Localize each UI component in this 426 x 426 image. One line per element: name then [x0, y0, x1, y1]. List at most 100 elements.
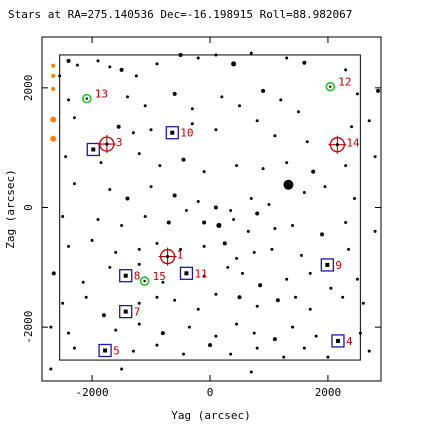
- offchip-mark: [51, 87, 56, 92]
- field-star: [116, 124, 121, 129]
- field-star: [220, 95, 224, 99]
- field-star: [72, 182, 76, 186]
- field-star: [296, 110, 300, 114]
- guide-star: [335, 143, 339, 147]
- field-star: [355, 92, 359, 96]
- acq-box: [179, 266, 194, 280]
- fid-light: [139, 276, 150, 286]
- field-star: [190, 107, 194, 111]
- field-star: [273, 226, 277, 230]
- field-star: [90, 238, 94, 242]
- star-id-label: 8: [134, 270, 141, 283]
- field-star: [137, 301, 141, 305]
- field-star: [173, 298, 177, 302]
- field-star: [49, 325, 53, 329]
- field-star: [84, 295, 88, 299]
- field-star: [350, 125, 354, 129]
- field-star: [202, 274, 206, 278]
- field-star: [282, 355, 286, 359]
- field-star: [67, 331, 71, 335]
- fid-lights: [82, 81, 336, 286]
- field-star: [125, 196, 130, 201]
- field-star: [149, 128, 153, 132]
- field-star: [75, 63, 79, 67]
- field-star: [373, 155, 377, 159]
- offchip-markers: [50, 63, 57, 142]
- field-star: [249, 197, 253, 201]
- field-star: [285, 161, 289, 165]
- field-star: [249, 370, 253, 374]
- field-star: [108, 265, 112, 269]
- field-star: [308, 271, 312, 275]
- field-star: [101, 313, 106, 318]
- field-star: [81, 280, 85, 284]
- x-tick-label: 0: [207, 386, 214, 399]
- field-star: [255, 119, 259, 123]
- field-star: [344, 220, 348, 224]
- acq-box: [165, 126, 179, 140]
- field-star: [196, 307, 200, 311]
- field-star: [172, 91, 177, 96]
- star-id-label: 10: [180, 127, 193, 140]
- guide-star: [105, 142, 109, 146]
- star-id-label: 5: [113, 344, 120, 357]
- field-star: [285, 56, 289, 60]
- star-id-label: 15: [153, 270, 166, 283]
- field-star: [137, 322, 141, 326]
- field-star: [229, 352, 233, 356]
- field-star: [255, 211, 260, 216]
- offchip-mark: [51, 63, 56, 68]
- field-star: [323, 185, 327, 189]
- field-star: [161, 280, 165, 284]
- field-star: [187, 325, 191, 329]
- fid-center: [143, 279, 146, 283]
- fid-center: [329, 85, 332, 88]
- field-star: [184, 208, 188, 212]
- field-star: [344, 68, 348, 72]
- x-tick-label: 2000: [315, 386, 342, 399]
- field-star: [213, 205, 218, 210]
- chart-title: Stars at RA=275.140536 Dec=-16.198915 Ro…: [8, 8, 352, 21]
- y-axis-label: Zag (arcsec): [4, 169, 17, 248]
- field-star: [238, 104, 242, 108]
- guide-star: [165, 254, 170, 259]
- field-star: [155, 295, 159, 299]
- field-star: [361, 301, 365, 305]
- field-star: [272, 337, 277, 342]
- field-star: [261, 88, 266, 93]
- field-star: [311, 169, 316, 174]
- field-star: [155, 241, 159, 245]
- field-star: [285, 277, 289, 281]
- y-tick-label: 0: [22, 204, 35, 211]
- field-star: [329, 286, 333, 290]
- field-star: [270, 247, 274, 251]
- field-star: [172, 193, 177, 198]
- axis-ticks: -2000 0 2000 -2000 0 2000: [22, 37, 381, 399]
- field-star: [67, 98, 71, 102]
- field-star: [49, 367, 53, 371]
- field-star: [355, 277, 359, 281]
- field-star: [158, 164, 162, 168]
- field-star: [131, 131, 135, 135]
- field-star: [229, 208, 233, 212]
- star-id-label: 7: [134, 306, 141, 319]
- field-star: [373, 229, 377, 233]
- offchip-mark: [51, 73, 56, 78]
- field-star: [202, 170, 206, 174]
- fid-light: [82, 93, 92, 104]
- field-star: [216, 222, 222, 228]
- star-id-label: 12: [338, 76, 351, 89]
- field-star: [119, 67, 124, 72]
- field-star: [66, 58, 71, 63]
- field-star: [196, 200, 200, 204]
- star-id-label: 9: [335, 259, 342, 272]
- field-star: [208, 343, 213, 348]
- field-star: [179, 247, 183, 251]
- field-star: [99, 161, 103, 165]
- offchip-mark: [50, 135, 57, 142]
- acq-box: [320, 258, 334, 272]
- star-id-label: 4: [346, 335, 353, 348]
- field-star: [235, 322, 239, 326]
